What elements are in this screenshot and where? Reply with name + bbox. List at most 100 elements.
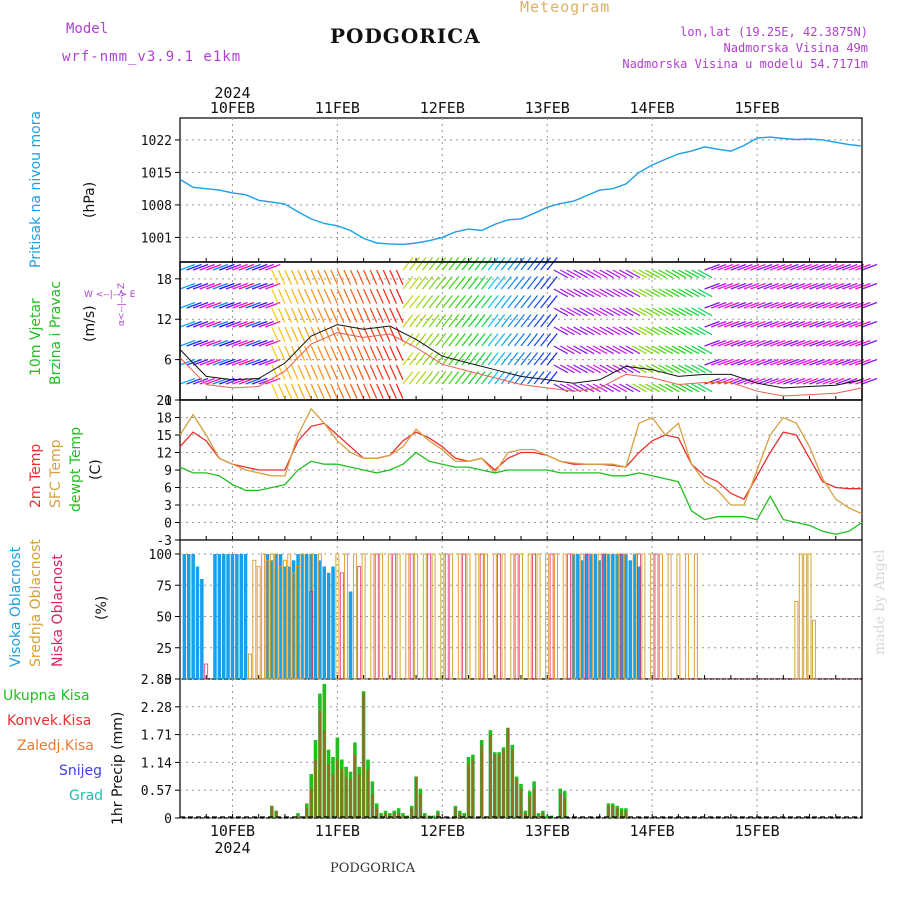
precip-total-bar <box>379 813 383 818</box>
cloud-mid-bar <box>282 559 287 680</box>
wind-barb <box>415 333 427 347</box>
wind-barb <box>671 326 687 336</box>
wind-barb <box>494 295 506 309</box>
wind-barb <box>586 364 601 374</box>
wind-barb <box>724 282 740 290</box>
wind-barb <box>809 282 825 290</box>
wind-barb <box>769 339 786 347</box>
wind-barb <box>402 352 414 366</box>
wind-barb <box>815 377 832 385</box>
cloud-mid-bar <box>269 553 274 680</box>
wind-barb <box>573 269 588 279</box>
y-tick-label: -3 <box>156 534 172 549</box>
wind-barb <box>645 326 660 336</box>
wind-barb <box>737 263 753 271</box>
wind-barb <box>527 295 538 309</box>
wind-barb <box>369 269 378 285</box>
wind-barb <box>606 364 621 374</box>
wind-barb <box>815 263 832 271</box>
wind-barb <box>402 333 414 347</box>
wind-barb <box>763 358 779 366</box>
wind-barb <box>678 288 693 298</box>
wind-barb <box>842 301 858 309</box>
wind-barb <box>750 263 766 271</box>
wind-barb <box>678 307 693 317</box>
wind-barb <box>796 320 812 328</box>
wind-barb <box>671 383 687 393</box>
wind-barb <box>356 288 365 304</box>
wind-barb <box>513 314 525 328</box>
wind-barb <box>750 320 766 328</box>
wind-barb <box>402 371 414 385</box>
wind-barb <box>815 301 832 309</box>
wind-barb <box>297 383 306 399</box>
wind-barb <box>219 320 235 328</box>
wind-barb <box>192 282 209 290</box>
wind-barb <box>284 269 293 285</box>
wind-barb <box>684 383 700 393</box>
wind-barb <box>815 320 832 328</box>
wind-barb <box>638 345 654 355</box>
wind-barb <box>691 383 706 393</box>
wind-barb <box>665 288 680 298</box>
wind-speed-line <box>179 324 863 389</box>
cloud-high-bar <box>331 566 335 679</box>
wind-barb <box>625 269 641 279</box>
wind-barb <box>573 383 588 393</box>
precip-conv-bar <box>620 810 623 818</box>
y-tick-label: 18 <box>156 412 172 427</box>
wind-barb <box>573 307 588 317</box>
wind-barb <box>776 301 793 309</box>
cloud-mid-bar <box>562 553 567 680</box>
precip-total-bar <box>388 813 392 818</box>
wind-barb <box>238 377 255 385</box>
cloud-mid-bar <box>685 553 690 680</box>
wind-barb <box>186 282 202 290</box>
bottom-day-label: 10FEB <box>210 822 255 840</box>
wind-barb <box>507 276 519 290</box>
wind-barb <box>349 345 358 361</box>
wind-barb <box>704 358 720 366</box>
wind-barb <box>730 358 747 366</box>
y-tick-label: 0 <box>164 517 172 532</box>
cloud-high-bar <box>283 566 287 679</box>
wind-barb <box>769 263 786 271</box>
wind-barb <box>553 345 569 355</box>
wind-barb <box>717 320 734 328</box>
cloud-mid-bar <box>519 553 523 680</box>
wind-barb <box>645 269 660 279</box>
wind-barb <box>382 364 391 380</box>
wind-barb <box>245 377 261 385</box>
cloud-mid-bar <box>287 553 292 680</box>
wind-barb <box>750 377 766 385</box>
wind-barb <box>763 282 779 290</box>
wind-barb <box>317 345 325 361</box>
wind-barb <box>415 352 427 366</box>
wind-barb <box>809 320 825 328</box>
wind-barb <box>783 301 799 309</box>
wind-barb <box>553 288 569 298</box>
cloud-high-bar <box>265 554 270 679</box>
wind-barb <box>330 383 338 399</box>
wind-barb <box>389 364 397 380</box>
wind-barb <box>232 358 248 366</box>
cloud-mid-bar <box>658 553 663 680</box>
wind-barb <box>369 307 378 323</box>
wind-barb <box>356 364 365 380</box>
cloud-mid-bar <box>361 553 366 680</box>
wind-barb <box>448 257 460 271</box>
wind-barb <box>271 345 279 361</box>
wind-barb <box>415 314 427 328</box>
wind-barb <box>494 314 506 328</box>
wind-barb <box>251 263 268 271</box>
wind-barb <box>658 364 674 374</box>
top-day-label: 10FEB <box>210 99 255 117</box>
wind-barb <box>369 326 378 342</box>
precip-conv-bar <box>615 808 619 818</box>
wind-barb <box>606 345 621 355</box>
wind-barb <box>310 307 319 323</box>
cloud-mid-bar <box>527 553 532 680</box>
wind-barb <box>441 276 453 290</box>
wind-barb <box>625 288 641 298</box>
cloud-high-bar <box>200 579 204 679</box>
